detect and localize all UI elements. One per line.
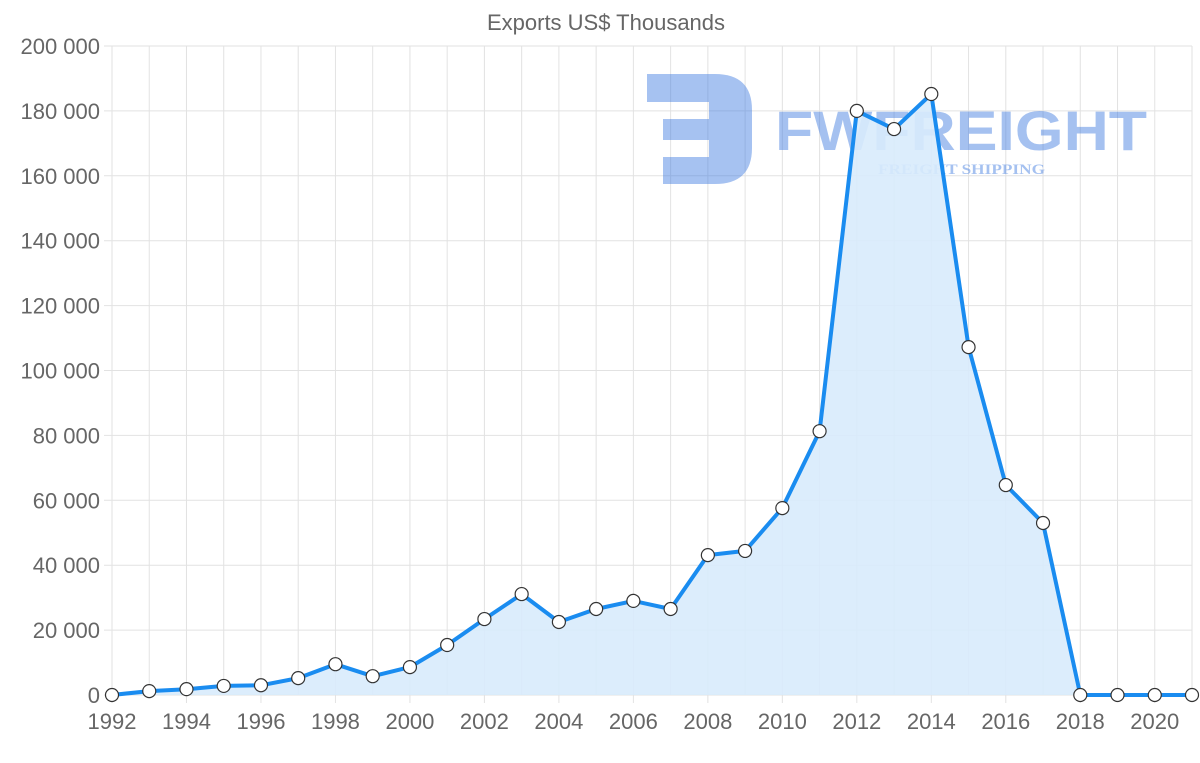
data-point-2010[interactable]: [775, 500, 790, 516]
x-tick-label: 2020: [1130, 709, 1179, 734]
data-point-2008[interactable]: [700, 548, 715, 563]
data-point-2000[interactable]: [402, 659, 418, 675]
data-point-2017[interactable]: [1035, 515, 1051, 531]
data-point-2016[interactable]: [998, 477, 1013, 493]
x-axis: 1992 1994 1996 1998 2000 2002 2004 2006 2008 2010…: [88, 709, 1180, 734]
x-tick-label: 2016: [981, 709, 1030, 734]
data-point-2003[interactable]: [514, 586, 529, 602]
y-tick-label: 200 000: [20, 34, 100, 59]
data-point-2021[interactable]: [1184, 687, 1200, 703]
y-tick-label: 160 000: [20, 164, 100, 189]
x-tick-label: 2010: [758, 709, 807, 734]
x-tick-label: 1992: [88, 709, 137, 734]
data-point-2007[interactable]: [663, 601, 678, 617]
x-tick-label: 2018: [1056, 709, 1105, 734]
x-tick-label: 2012: [832, 709, 881, 734]
y-tick-label: 120 000: [20, 294, 100, 319]
x-tick-label: 2004: [534, 709, 583, 734]
data-point-2005[interactable]: [589, 601, 604, 617]
series-exports: [104, 86, 1200, 703]
y-tick-label: 140 000: [20, 229, 100, 254]
data-point-2006[interactable]: [626, 593, 641, 608]
data-point-2015[interactable]: [961, 340, 976, 355]
data-point-2011[interactable]: [812, 424, 827, 439]
watermark-logo: FWFREIGHT FREIGHT SHIPPING: [647, 74, 1147, 184]
x-tick-label: 2000: [385, 709, 434, 734]
data-point-1999[interactable]: [365, 669, 380, 684]
data-point-2020[interactable]: [1147, 687, 1162, 703]
area-fill: [112, 94, 1192, 695]
data-point-1995[interactable]: [216, 678, 231, 694]
x-tick-label: 2006: [609, 709, 658, 734]
data-point-1998[interactable]: [328, 657, 343, 672]
svg-text:FWFREIGHT: FWFREIGHT: [775, 99, 1147, 162]
data-point-2004[interactable]: [551, 614, 566, 630]
x-tick-label: 2008: [683, 709, 732, 734]
data-point-1992[interactable]: [104, 687, 120, 703]
data-point-2009[interactable]: [738, 543, 753, 559]
y-tick-label: 0: [88, 683, 100, 708]
data-point-1993[interactable]: [142, 684, 157, 699]
x-tick-label: 1994: [162, 709, 211, 734]
data-point-2002[interactable]: [477, 611, 492, 627]
x-tick-label: 1998: [311, 709, 360, 734]
data-point-1997[interactable]: [291, 671, 306, 686]
data-point-1994[interactable]: [179, 682, 194, 697]
y-tick-label: 100 000: [20, 359, 100, 384]
data-point-2013[interactable]: [886, 121, 902, 137]
y-tick-label: 40 000: [33, 553, 100, 578]
data-point-2014[interactable]: [924, 86, 939, 102]
x-tick-label: 2014: [907, 709, 956, 734]
data-point-2019[interactable]: [1110, 687, 1125, 703]
data-point-2012[interactable]: [849, 103, 864, 119]
y-axis: 0 20 000 40 000 60 000 80 000 100 000 120 000 1…: [20, 34, 100, 708]
x-tick-label: 2002: [460, 709, 509, 734]
chart-title: Exports US$ Thousands: [487, 10, 725, 35]
y-tick-label: 80 000: [33, 423, 100, 448]
data-point-1996[interactable]: [253, 678, 269, 693]
data-point-2001[interactable]: [440, 637, 455, 653]
y-tick-label: 20 000: [33, 618, 100, 643]
y-tick-label: 180 000: [20, 99, 100, 124]
x-tick-label: 1996: [236, 709, 285, 734]
y-tick-label: 60 000: [33, 488, 100, 513]
data-point-2018[interactable]: [1073, 687, 1088, 703]
